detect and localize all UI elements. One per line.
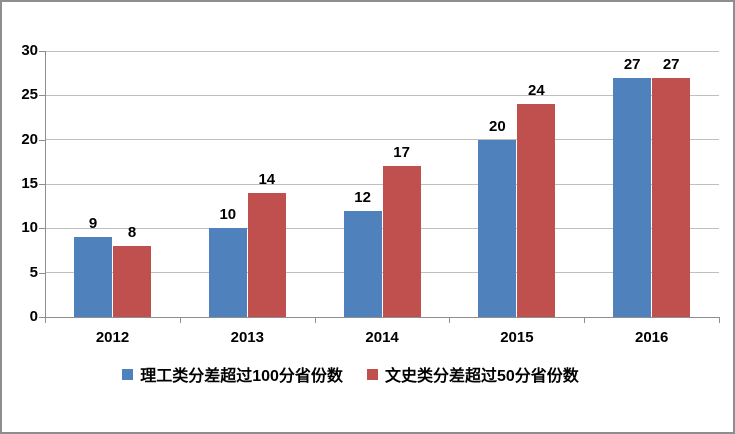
x-tick-label: 2015 [500,329,534,346]
x-tick-mark [314,318,316,323]
legend-item-series1: 理工类分差超过100分省份数 [122,362,343,386]
data-label: 24 [528,82,545,100]
x-tick-label: 2013 [230,329,264,346]
x-tick-label: 2014 [365,329,399,346]
data-label: 14 [258,170,276,188]
data-label: 10 [219,206,237,224]
legend-swatch-icon [366,368,378,380]
data-label: 17 [393,144,410,162]
y-tick-label: 25 [21,86,38,104]
x-tick-mark [584,318,586,323]
bar-series1-2016 [613,77,652,317]
gridline-y-15 [45,183,719,185]
data-label: 9 [88,215,98,233]
data-label: 27 [623,55,641,73]
y-tick-mark [39,51,45,52]
x-tick-mark [719,318,720,323]
legend-label: 理工类分差超过100分省份数 [140,368,343,385]
y-tick-label: 10 [21,219,38,237]
x-tick-mark [449,318,451,323]
x-axis-line [45,317,720,318]
y-tick-mark [39,139,45,141]
bar-series1-2013 [208,228,247,317]
legend-swatch-icon [122,368,134,380]
gridline-y-30 [45,50,719,52]
legend-label: 文史类分差超过50分省份数 [384,368,579,385]
y-axis-line [45,51,46,318]
chart-legend: 理工类分差超过100分省份数 文史类分差超过50分省份数 [2,362,718,386]
x-tick-label: 2012 [95,329,130,346]
gridline-y-10 [45,227,719,229]
x-tick-label: 2016 [635,329,669,346]
x-tick-mark [179,318,181,323]
data-label: 20 [489,117,506,135]
bar-series2-2016 [652,77,691,317]
bar-series2-2012 [113,246,151,317]
y-tick-label: 5 [29,263,38,281]
bar-series2-2013 [247,192,286,317]
plot-area: 9 8 10 14 12 17 20 24 27 27 [45,50,719,317]
bar-series1-2012 [74,237,112,317]
y-tick-label: 0 [29,308,38,325]
y-tick-mark [39,317,45,318]
bar-series2-2015 [517,104,556,317]
y-tick-mark [39,95,45,97]
data-label: 27 [662,55,680,73]
bar-series1-2015 [478,139,517,317]
legend-item-series2: 文史类分差超过50分省份数 [366,362,579,386]
data-label: 8 [127,224,137,242]
y-tick-label: 30 [21,42,38,59]
data-label: 12 [354,188,371,206]
x-tick-mark [45,318,46,323]
gridline-y-20 [45,139,719,141]
y-tick-mark [39,272,45,274]
y-tick-mark [39,184,45,185]
bar-series1-2014 [343,210,382,317]
bar-series2-2014 [382,166,421,317]
gridline-y-5 [45,272,719,274]
y-tick-label: 20 [21,130,38,148]
y-tick-mark [39,228,45,230]
y-tick-label: 15 [21,175,38,192]
gridline-y-25 [45,94,719,96]
